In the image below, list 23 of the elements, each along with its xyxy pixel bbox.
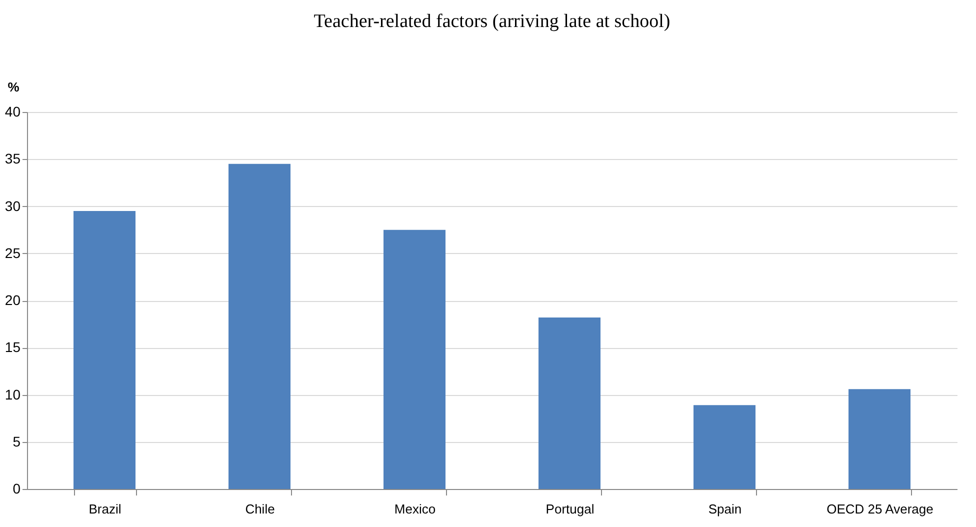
y-tick-label: 5 xyxy=(12,433,21,450)
y-tick-label: 20 xyxy=(4,292,21,308)
y-tick-label: 15 xyxy=(4,339,21,356)
y-tick-label: 0 xyxy=(12,480,21,496)
bar xyxy=(384,230,446,489)
x-tick-label: Portugal xyxy=(546,502,594,516)
bar xyxy=(848,389,910,489)
x-tick-label: Brazil xyxy=(88,502,122,516)
bar xyxy=(538,317,600,489)
y-tick-label: 40 xyxy=(4,104,21,120)
bar xyxy=(694,405,756,489)
y-tick-label: 25 xyxy=(4,244,21,261)
bar xyxy=(74,210,136,489)
y-tick-label: 35 xyxy=(4,150,21,167)
chart-title: Teacher-related factors (arriving late at school) xyxy=(314,11,670,32)
bar xyxy=(228,164,290,489)
x-tick-label: Spain xyxy=(708,502,742,516)
x-tick-label: OECD 25 Average xyxy=(826,502,934,516)
x-tick-label: Mexico xyxy=(394,502,436,516)
y-tick-label: 30 xyxy=(4,198,21,214)
y-tick-label: 10 xyxy=(4,386,21,402)
x-tick-label: Chile xyxy=(245,502,275,516)
y-axis-title: % xyxy=(8,80,20,94)
